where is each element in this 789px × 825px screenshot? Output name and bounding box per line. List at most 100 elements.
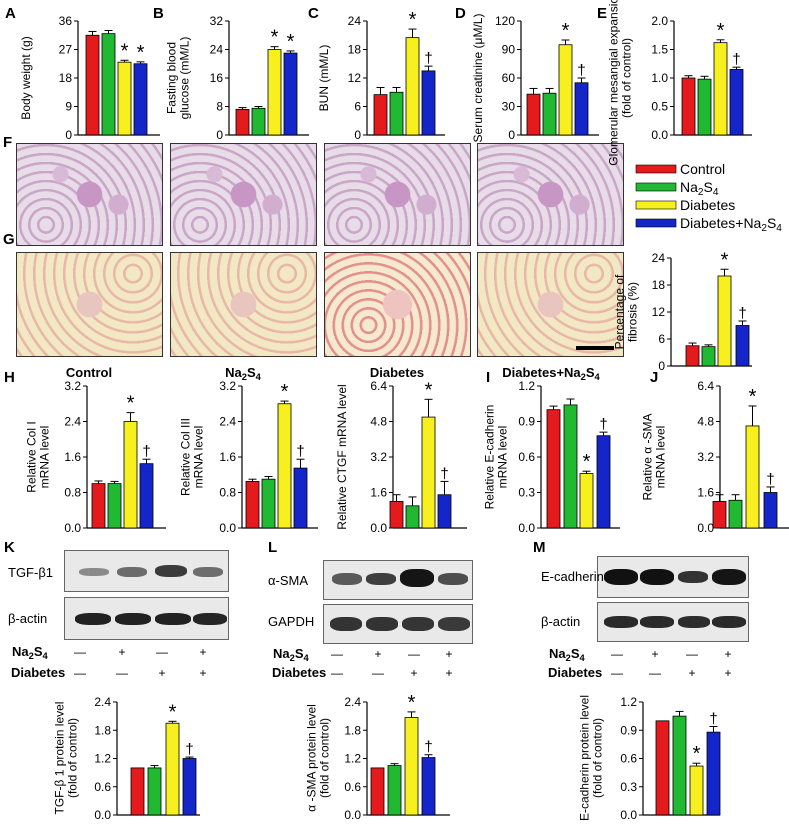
bar-c-0 [373, 94, 388, 136]
bar-k-0 [130, 767, 145, 816]
sign-na2s4-m-0: — [611, 647, 623, 661]
y-tick-label-h2: 2.4 [219, 415, 236, 429]
sign-na2s4-l-3: + [445, 647, 452, 661]
y-tick-label-h2: 0.0 [219, 521, 236, 535]
histology-he-diabetes [324, 143, 471, 246]
bar-j-0 [712, 500, 727, 529]
bar-l-0 [370, 767, 385, 816]
y-tick-label-k: 0.6 [94, 780, 111, 794]
y-axis-label-b: glucose (mM/L) [178, 37, 192, 120]
y-axis-label-g: fibrosis (%) [626, 282, 640, 342]
panel-letter-j: J [650, 369, 658, 386]
bar-e-0 [681, 77, 696, 136]
bar-h2-1 [261, 478, 276, 529]
bar-l-1 [387, 765, 402, 816]
significance-mark-b-3: * [287, 31, 295, 53]
significance-mark-c-2: * [409, 9, 417, 31]
significance-mark-i-2: * [583, 451, 591, 473]
bar-i-0 [546, 409, 561, 529]
y-tick-label-j: 1.6 [697, 486, 714, 500]
significance-mark-j-3: † [766, 471, 774, 488]
y-axis-label-m: E-cadherin protein level [578, 695, 592, 821]
sign-diabetes-k-1: — [116, 666, 128, 680]
y-tick-label-b: 0 [216, 128, 223, 142]
histology-he-diabetes-na2s4 [477, 143, 624, 246]
blot-l-bottom [323, 604, 473, 644]
blot-m-top [597, 556, 749, 598]
panel-letter-b: B [153, 5, 164, 22]
y-tick-label-h1: 0.8 [64, 486, 81, 500]
y-tick-label-b: 16 [210, 71, 224, 85]
significance-mark-a-2: * [121, 40, 129, 62]
y-tick-label-a: 36 [59, 14, 73, 28]
y-tick-label-k: 2.4 [94, 695, 111, 709]
bar-d-3 [574, 82, 589, 136]
y-tick-label-c: 0 [354, 128, 361, 142]
y-axis-label-i: Relative E-cadherin [483, 405, 497, 510]
y-tick-label-d: 120 [495, 14, 515, 28]
blot-k-top [64, 550, 229, 592]
panel-letter-m: M [533, 539, 546, 556]
y-axis-label-e: (fold of control) [620, 38, 634, 118]
y-tick-label-g: 0 [658, 359, 665, 373]
y-axis-label-d: Serum creatinine (μM/L) [471, 14, 485, 143]
y-axis-label-h2: Relative Col III [179, 418, 193, 496]
y-tick-label-h1: 1.6 [64, 450, 81, 464]
row-label-na2s4-m: Na2S4 [549, 646, 586, 663]
sign-diabetes-l-1: — [372, 666, 384, 680]
sign-na2s4-k-2: — [156, 645, 168, 659]
y-axis-label-j: mRNA level [654, 426, 668, 489]
panel-letter-c: C [308, 5, 319, 22]
bar-c-1 [389, 91, 404, 136]
y-axis-label-a: Body weight (g) [19, 36, 33, 119]
y-tick-label-c: 6 [354, 100, 361, 114]
group-label-2: Diabetes [370, 365, 424, 380]
bar-m-1 [672, 715, 687, 816]
y-axis-label-h1: mRNA level [38, 426, 52, 489]
sign-diabetes-m-1: — [649, 666, 661, 680]
y-tick-label-m: 0.0 [620, 808, 637, 822]
sign-na2s4-m-2: — [686, 647, 698, 661]
y-axis-label-i: mRNA level [496, 426, 510, 489]
blot-m-bottom [597, 602, 749, 642]
bar-j-3 [763, 492, 778, 529]
y-tick-label-g: 24 [652, 251, 666, 265]
y-tick-label-a: 27 [59, 43, 73, 57]
bar-h3-1 [405, 505, 420, 529]
y-tick-label-h1: 3.2 [64, 379, 81, 393]
bar-m-2 [689, 765, 704, 816]
y-axis-label-b: Fasting blood [165, 42, 179, 114]
y-tick-label-d: 60 [502, 71, 516, 85]
y-tick-label-i: 0.3 [518, 486, 535, 500]
sign-diabetes-l-0: — [331, 666, 343, 680]
y-tick-label-m: 0.6 [620, 752, 637, 766]
significance-mark-g-3: † [738, 305, 746, 322]
histology-sr-na2s4 [170, 252, 317, 357]
bar-h1-3 [139, 463, 154, 529]
bar-i-2 [579, 473, 594, 529]
significance-mark-i-3: † [599, 416, 607, 433]
y-tick-label-e: 0.5 [651, 100, 668, 114]
y-tick-label-m: 1.2 [620, 695, 637, 709]
y-tick-label-g: 18 [652, 278, 666, 292]
y-tick-label-a: 9 [65, 100, 72, 114]
y-tick-label-l: 1.2 [344, 752, 361, 766]
y-tick-label-l: 0.0 [344, 808, 361, 822]
significance-mark-h1-3: † [142, 443, 150, 460]
y-axis-label-l: (fold of control) [318, 718, 332, 798]
bar-h3-0 [389, 500, 404, 529]
y-tick-label-e: 1.5 [651, 43, 668, 57]
sign-diabetes-l-2: + [410, 666, 417, 680]
y-tick-label-b: 8 [216, 100, 223, 114]
panel-letter-e: E [597, 5, 607, 22]
y-axis-label-e: Glomerular mesangial expansion [607, 0, 621, 166]
y-tick-label-h3: 6.4 [370, 379, 387, 393]
bar-h2-0 [245, 481, 260, 529]
bar-d-1 [542, 92, 557, 136]
bar-g-0 [685, 345, 700, 367]
panel-letter-a: A [5, 5, 16, 22]
y-tick-label-h2: 1.6 [219, 450, 236, 464]
row-label-na2s4-l: Na2S4 [273, 646, 310, 663]
histology-sr-diabetes-na2s4 [477, 252, 624, 357]
y-tick-label-i: 0.0 [518, 521, 535, 535]
